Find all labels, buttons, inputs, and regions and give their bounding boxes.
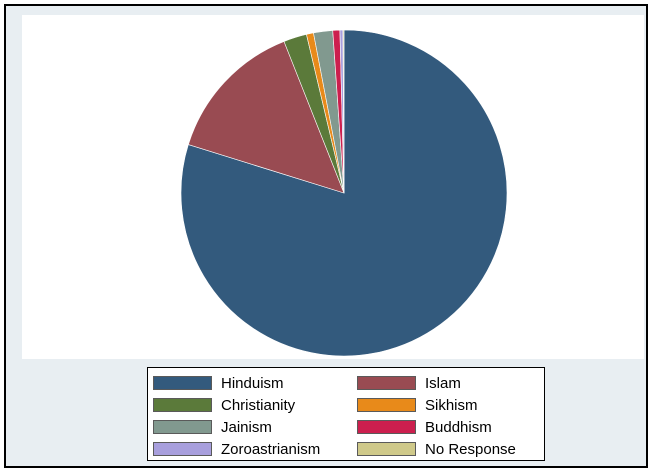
legend-item-buddhism: Buddhism <box>357 416 547 438</box>
legend-swatch <box>153 376 212 390</box>
legend-label: Sikhism <box>425 396 478 414</box>
legend: Hinduism Islam Christianity Sikhism Jainism B… <box>147 367 545 461</box>
legend-item-zoroastrianism: Zoroastrianism <box>153 438 357 460</box>
legend-swatch <box>153 442 212 456</box>
legend-swatch <box>357 420 416 434</box>
legend-label: Jainism <box>221 418 272 436</box>
legend-swatch <box>153 420 212 434</box>
pie-chart <box>180 29 508 357</box>
plot-region <box>22 15 644 359</box>
legend-item-christianity: Christianity <box>153 394 357 416</box>
legend-label: Zoroastrianism <box>221 440 321 458</box>
legend-label: Christianity <box>221 396 296 414</box>
legend-item-no-response: No Response <box>357 438 547 460</box>
legend-item-islam: Islam <box>357 372 547 394</box>
pie-slice-islam <box>187 41 345 194</box>
legend-swatch <box>357 398 416 412</box>
chart-figure: Hinduism Islam Christianity Sikhism Jainism B… <box>4 4 648 468</box>
legend-item-hinduism: Hinduism <box>153 372 357 394</box>
legend-item-jainism: Jainism <box>153 416 357 438</box>
legend-label: No Response <box>425 440 516 458</box>
legend-swatch <box>357 376 416 390</box>
legend-label: Hinduism <box>221 374 284 392</box>
legend-swatch <box>357 442 416 456</box>
legend-label: Buddhism <box>425 418 492 436</box>
legend-item-sikhism: Sikhism <box>357 394 547 416</box>
legend-label: Islam <box>425 374 461 392</box>
legend-swatch <box>153 398 212 412</box>
pie-slice-no-response <box>342 29 345 194</box>
